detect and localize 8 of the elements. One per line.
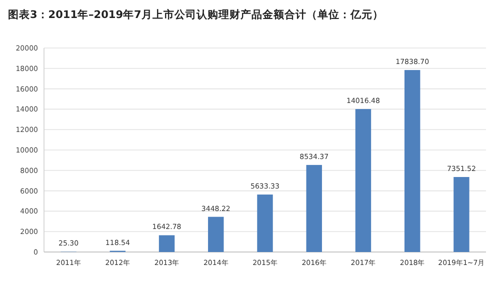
- bar: [306, 164, 322, 252]
- bar: [208, 216, 224, 252]
- bar: [257, 194, 273, 252]
- chart-title: 图表3：2011年–2019年7月上市公司认购理财产品金额合计（单位：亿元）: [8, 8, 384, 21]
- bar: [454, 177, 470, 252]
- bar: [158, 235, 175, 252]
- bar: [404, 70, 420, 252]
- bar: [355, 109, 372, 252]
